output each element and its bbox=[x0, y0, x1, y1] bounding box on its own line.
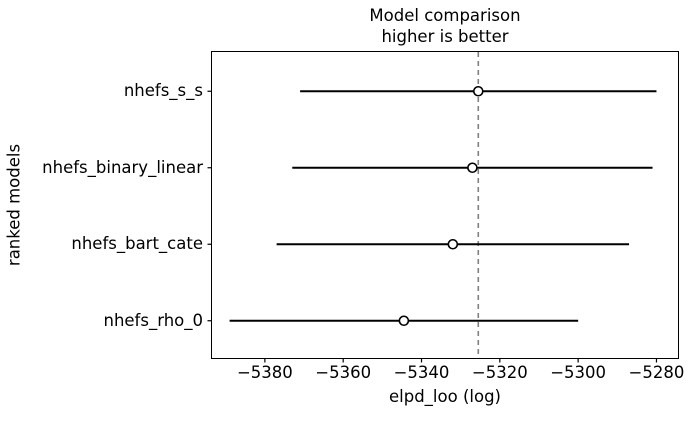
x-tick-label: −5380 bbox=[236, 363, 293, 382]
y-tick-label-nhefs_bart_cate: nhefs_bart_cate bbox=[71, 234, 203, 254]
chart-title-line1: Model comparison bbox=[369, 6, 521, 25]
x-tick-label: −5280 bbox=[628, 363, 685, 382]
elpd-marker-nhefs_binary_linear bbox=[467, 162, 478, 174]
x-tick-label: −5320 bbox=[471, 363, 528, 382]
y-tick-label-nhefs_s_s: nhefs_s_s bbox=[123, 81, 203, 101]
plot-frame bbox=[211, 51, 679, 359]
x-tick-label: −5360 bbox=[315, 363, 372, 382]
chart-title-line2: higher is better bbox=[381, 27, 509, 46]
x-tick-label: −5340 bbox=[393, 363, 450, 382]
x-axis-label: elpd_loo (log) bbox=[389, 387, 501, 406]
y-tick-label-nhefs_binary_linear: nhefs_binary_linear bbox=[42, 157, 203, 177]
elpd-marker-nhefs_rho_0 bbox=[398, 315, 410, 327]
chart-title: Model comparison higher is better bbox=[212, 5, 678, 47]
elpd-marker-nhefs_bart_cate bbox=[447, 238, 459, 250]
y-tick-label-nhefs_rho_0: nhefs_rho_0 bbox=[103, 310, 203, 330]
elpd-marker-nhefs_s_s bbox=[472, 85, 484, 97]
x-tick-label: −5300 bbox=[550, 363, 607, 382]
